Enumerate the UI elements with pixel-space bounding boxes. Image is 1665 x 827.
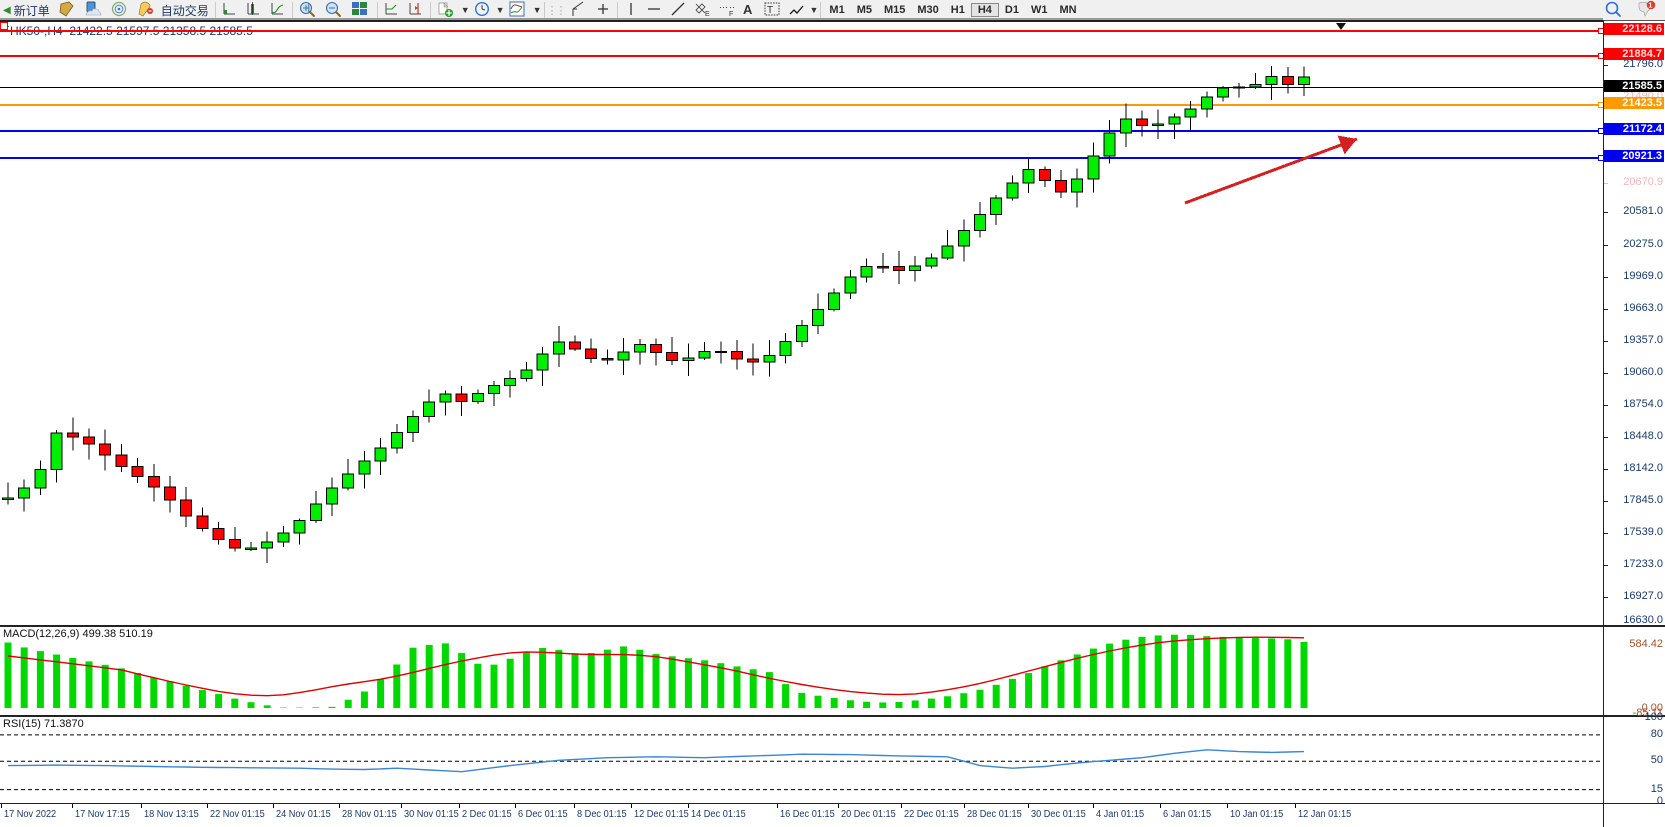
svg-text:E: E [705,11,710,18]
svg-text:T: T [767,5,773,16]
svg-text:A: A [743,2,753,17]
svg-text:1: 1 [1648,1,1652,10]
svg-text:F: F [729,11,733,18]
